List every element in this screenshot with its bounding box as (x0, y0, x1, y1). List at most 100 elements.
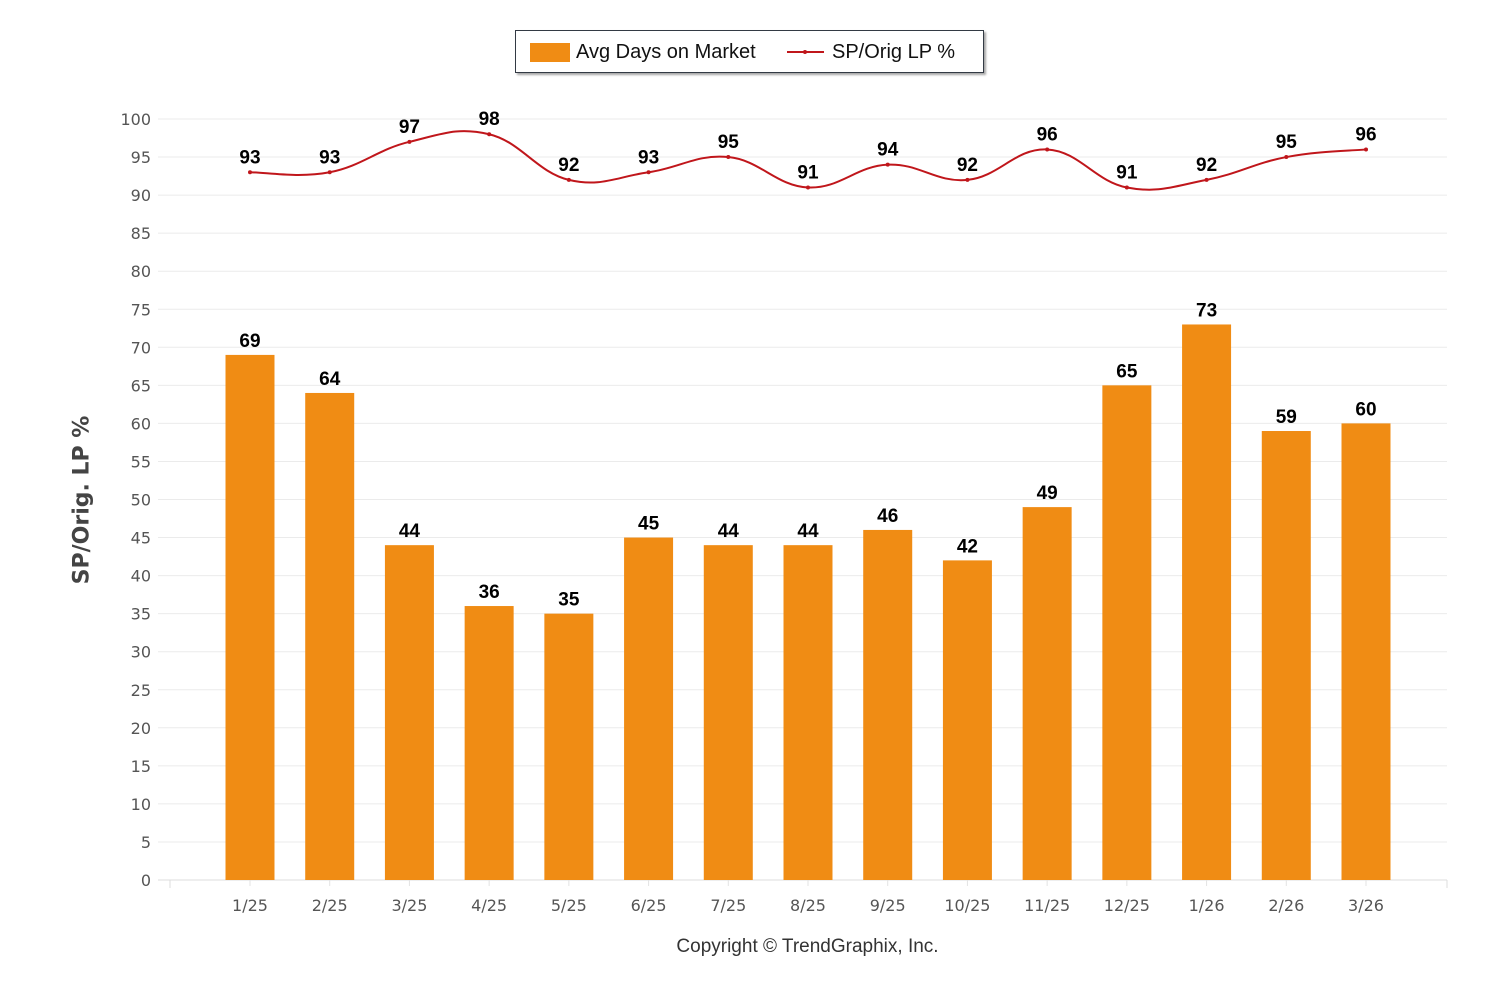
y-tick-label: 20 (131, 719, 151, 738)
bar-value-label: 69 (239, 331, 260, 352)
bar[interactable] (624, 537, 674, 880)
line-point[interactable] (646, 170, 651, 175)
y-tick-label: 100 (120, 110, 151, 129)
bar[interactable] (1182, 324, 1232, 881)
x-tick-label: 4/25 (471, 896, 507, 915)
y-tick-label: 10 (131, 795, 151, 814)
bar-value-label: 65 (1116, 361, 1138, 382)
line-point[interactable] (327, 170, 332, 175)
line-value-label: 96 (1355, 124, 1376, 145)
bar-value-label: 46 (877, 506, 898, 527)
line-point[interactable] (726, 155, 731, 160)
bar-value-label: 35 (558, 590, 580, 611)
copyright-text: Copyright © TrendGraphix, Inc. (676, 936, 939, 957)
bar[interactable] (942, 560, 992, 880)
legend: Avg Days on Market SP/Orig LP % (515, 30, 984, 73)
x-tick-label: 9/25 (870, 896, 906, 915)
line-value-label: 96 (1037, 124, 1058, 145)
x-tick-label: 1/26 (1189, 896, 1225, 915)
x-tick-label: 8/25 (790, 896, 826, 915)
bar[interactable] (544, 613, 594, 880)
y-tick-label: 90 (131, 186, 151, 205)
bar-data-labels: 69 64 44 36 35 45 44 44 46 42 49 65 73 59 60 (239, 300, 1376, 610)
y-tick-label: 50 (131, 491, 151, 510)
line-point[interactable] (566, 177, 571, 182)
bar-value-label: 44 (797, 521, 819, 542)
line-point[interactable] (1124, 185, 1129, 190)
x-tick-label: 12/25 (1104, 896, 1150, 915)
line-value-label: 92 (558, 155, 579, 176)
y-tick-label: 95 (131, 148, 151, 167)
bar-series (225, 324, 1391, 881)
legend-bar-label[interactable]: Avg Days on Market (576, 41, 756, 63)
grid-lines (158, 118, 1447, 881)
y-tick-label: 70 (131, 338, 151, 357)
bar[interactable] (1102, 385, 1152, 880)
bar-value-label: 42 (957, 536, 978, 557)
y-tick-label: 15 (131, 757, 151, 776)
x-tick-label: 3/25 (391, 896, 427, 915)
bar-value-label: 64 (319, 369, 341, 390)
y-tick-label: 60 (131, 414, 151, 433)
x-tick-label: 2/25 (312, 896, 348, 915)
y-axis-title: SP/Orig. LP % (69, 415, 95, 585)
line-point[interactable] (407, 139, 412, 144)
line-point[interactable] (1284, 155, 1289, 160)
line-value-label: 93 (319, 147, 340, 168)
bar[interactable] (703, 545, 753, 880)
bar[interactable] (464, 606, 514, 880)
bar[interactable] (1261, 431, 1311, 880)
bar-value-label: 36 (479, 582, 500, 603)
x-tick-label: 2/26 (1268, 896, 1304, 915)
line-point[interactable] (1364, 147, 1368, 152)
line-series (248, 130, 1368, 191)
line-point[interactable] (487, 132, 492, 137)
line-point[interactable] (1045, 147, 1050, 152)
legend-line-marker (803, 50, 807, 54)
bar[interactable] (384, 545, 434, 880)
x-tick-label: 1/25 (232, 896, 268, 915)
line-value-label: 92 (957, 155, 978, 176)
line-data-labels: 93 93 97 98 92 93 95 91 94 92 96 91 92 95 96 (239, 109, 1376, 183)
y-tick-label: 25 (131, 681, 151, 700)
bar-value-label: 60 (1355, 399, 1376, 420)
y-axis-ticks: 0 5 10 15 20 25 30 35 40 45 50 55 60 65 70 75 80 85 90 95 10… (120, 110, 151, 890)
y-tick-label: 45 (131, 529, 151, 548)
x-tick-label: 3/26 (1348, 896, 1384, 915)
y-tick-label: 75 (131, 300, 151, 319)
y-tick-label: 80 (131, 262, 151, 281)
bar-value-label: 73 (1196, 300, 1217, 321)
line-point[interactable] (885, 162, 890, 167)
x-tick-label: 5/25 (551, 896, 587, 915)
y-tick-label: 35 (131, 605, 151, 624)
bar[interactable] (1022, 507, 1072, 880)
line-value-label: 92 (1196, 155, 1217, 176)
bar[interactable] (305, 392, 355, 880)
legend-line-label[interactable]: SP/Orig LP % (832, 41, 956, 63)
line-value-label: 95 (718, 132, 740, 153)
x-tick-label: 10/25 (944, 896, 990, 915)
line-value-label: 93 (638, 147, 659, 168)
line-value-label: 95 (1276, 132, 1298, 153)
bar[interactable] (783, 545, 833, 880)
bar-value-label: 44 (718, 521, 740, 542)
legend-bar-swatch[interactable] (530, 43, 570, 62)
x-tick-label: 6/25 (631, 896, 667, 915)
bar[interactable] (225, 354, 275, 880)
line-value-label: 94 (877, 140, 899, 161)
line-point[interactable] (1204, 177, 1209, 182)
y-tick-label: 40 (131, 567, 151, 586)
line-point[interactable] (965, 177, 970, 182)
line-point[interactable] (248, 170, 252, 175)
line-value-label: 93 (239, 147, 260, 168)
bar-value-label: 45 (638, 514, 660, 535)
y-tick-label: 0 (141, 871, 151, 890)
line-point[interactable] (806, 185, 810, 190)
bar[interactable] (1341, 423, 1391, 880)
y-tick-label: 85 (131, 224, 151, 243)
y-tick-label: 65 (131, 376, 151, 395)
x-axis: 1/25 2/25 3/25 4/25 5/25 6/25 7/25 8/25 9/25 10/2… (169, 880, 1448, 915)
bar-value-label: 49 (1037, 483, 1058, 504)
bar[interactable] (863, 529, 913, 880)
